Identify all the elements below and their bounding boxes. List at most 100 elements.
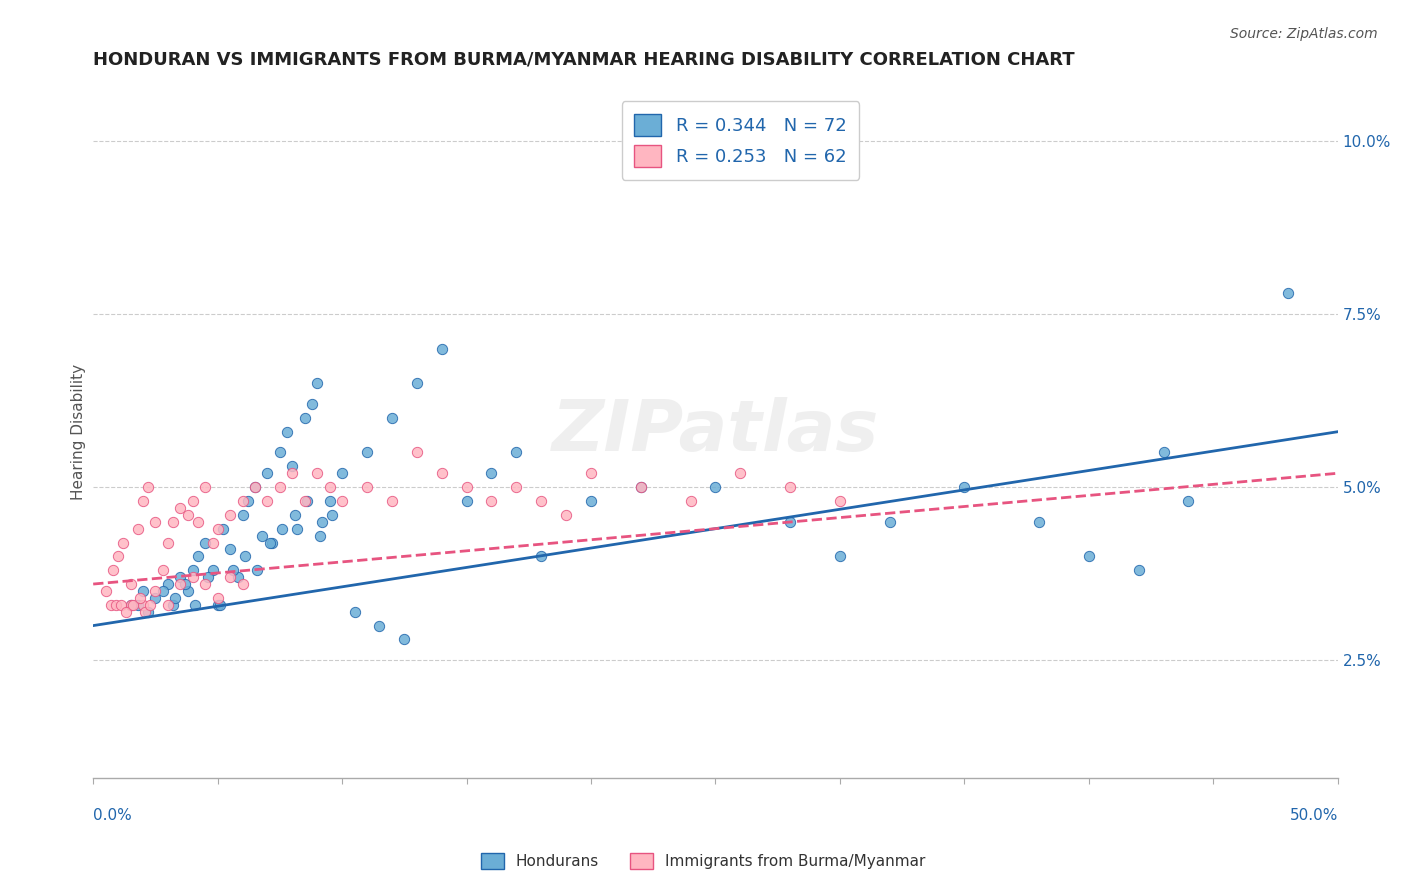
Point: [219, 542, 242, 557]
Point: [481, 467, 503, 481]
Point: [246, 563, 269, 577]
Point: [281, 467, 304, 481]
Text: ZIPatlas: ZIPatlas: [551, 397, 879, 467]
Text: 0.0%: 0.0%: [93, 808, 132, 823]
Point: [307, 467, 329, 481]
Point: [145, 591, 167, 605]
Point: [236, 494, 259, 508]
Point: [1077, 549, 1099, 564]
Point: [262, 535, 284, 549]
Point: [368, 618, 391, 632]
Point: [330, 467, 353, 481]
Point: [104, 598, 127, 612]
Point: [294, 410, 316, 425]
Point: [430, 467, 453, 481]
Point: [194, 535, 217, 549]
Point: [122, 598, 145, 612]
Point: [879, 515, 901, 529]
Point: [211, 522, 233, 536]
Point: [231, 494, 253, 508]
Point: [120, 598, 142, 612]
Point: [530, 549, 553, 564]
Point: [139, 598, 162, 612]
Point: [145, 584, 167, 599]
Point: [356, 445, 378, 459]
Point: [308, 528, 330, 542]
Point: [730, 467, 752, 481]
Point: [181, 494, 204, 508]
Point: [197, 570, 219, 584]
Point: [107, 549, 129, 564]
Point: [318, 480, 340, 494]
Point: [704, 480, 727, 494]
Point: [456, 480, 478, 494]
Point: [256, 494, 278, 508]
Point: [132, 584, 155, 599]
Point: [294, 494, 316, 508]
Point: [127, 598, 149, 612]
Point: [271, 522, 294, 536]
Point: [330, 494, 353, 508]
Point: [630, 480, 652, 494]
Point: [101, 563, 124, 577]
Text: 50.0%: 50.0%: [1289, 808, 1337, 823]
Point: [252, 528, 274, 542]
Point: [307, 376, 329, 391]
Point: [405, 376, 427, 391]
Point: [209, 598, 232, 612]
Point: [184, 598, 207, 612]
Point: [169, 570, 191, 584]
Point: [219, 508, 242, 522]
Point: [174, 577, 197, 591]
Text: Source: ZipAtlas.com: Source: ZipAtlas.com: [1230, 27, 1378, 41]
Point: [187, 549, 209, 564]
Point: [152, 584, 174, 599]
Point: [321, 508, 343, 522]
Point: [94, 584, 117, 599]
Point: [779, 515, 801, 529]
Point: [779, 480, 801, 494]
Point: [114, 605, 136, 619]
Point: [136, 480, 159, 494]
Point: [226, 570, 249, 584]
Point: [456, 494, 478, 508]
Point: [129, 591, 152, 605]
Point: [1177, 494, 1199, 508]
Point: [579, 467, 602, 481]
Point: [243, 480, 266, 494]
Point: [579, 494, 602, 508]
Legend: R = 0.344   N = 72, R = 0.253   N = 62: R = 0.344 N = 72, R = 0.253 N = 62: [621, 102, 859, 180]
Point: [1028, 515, 1050, 529]
Point: [201, 563, 224, 577]
Point: [221, 563, 243, 577]
Point: [1128, 563, 1150, 577]
Point: [132, 598, 155, 612]
Point: [156, 535, 179, 549]
Point: [194, 577, 217, 591]
Point: [505, 445, 527, 459]
Point: [256, 467, 278, 481]
Point: [381, 494, 404, 508]
Point: [219, 570, 242, 584]
Point: [301, 397, 323, 411]
Point: [145, 515, 167, 529]
Point: [120, 598, 142, 612]
Point: [162, 598, 184, 612]
Point: [276, 425, 298, 439]
Point: [679, 494, 702, 508]
Point: [112, 535, 135, 549]
Point: [259, 535, 281, 549]
Point: [828, 494, 851, 508]
Point: [1277, 286, 1299, 301]
Point: [156, 598, 179, 612]
Point: [953, 480, 976, 494]
Legend: Hondurans, Immigrants from Burma/Myanmar: Hondurans, Immigrants from Burma/Myanmar: [475, 847, 931, 875]
Point: [120, 577, 142, 591]
Point: [127, 522, 149, 536]
Point: [134, 605, 156, 619]
Point: [132, 494, 155, 508]
Point: [269, 445, 291, 459]
Point: [233, 549, 256, 564]
Point: [194, 480, 217, 494]
Point: [828, 549, 851, 564]
